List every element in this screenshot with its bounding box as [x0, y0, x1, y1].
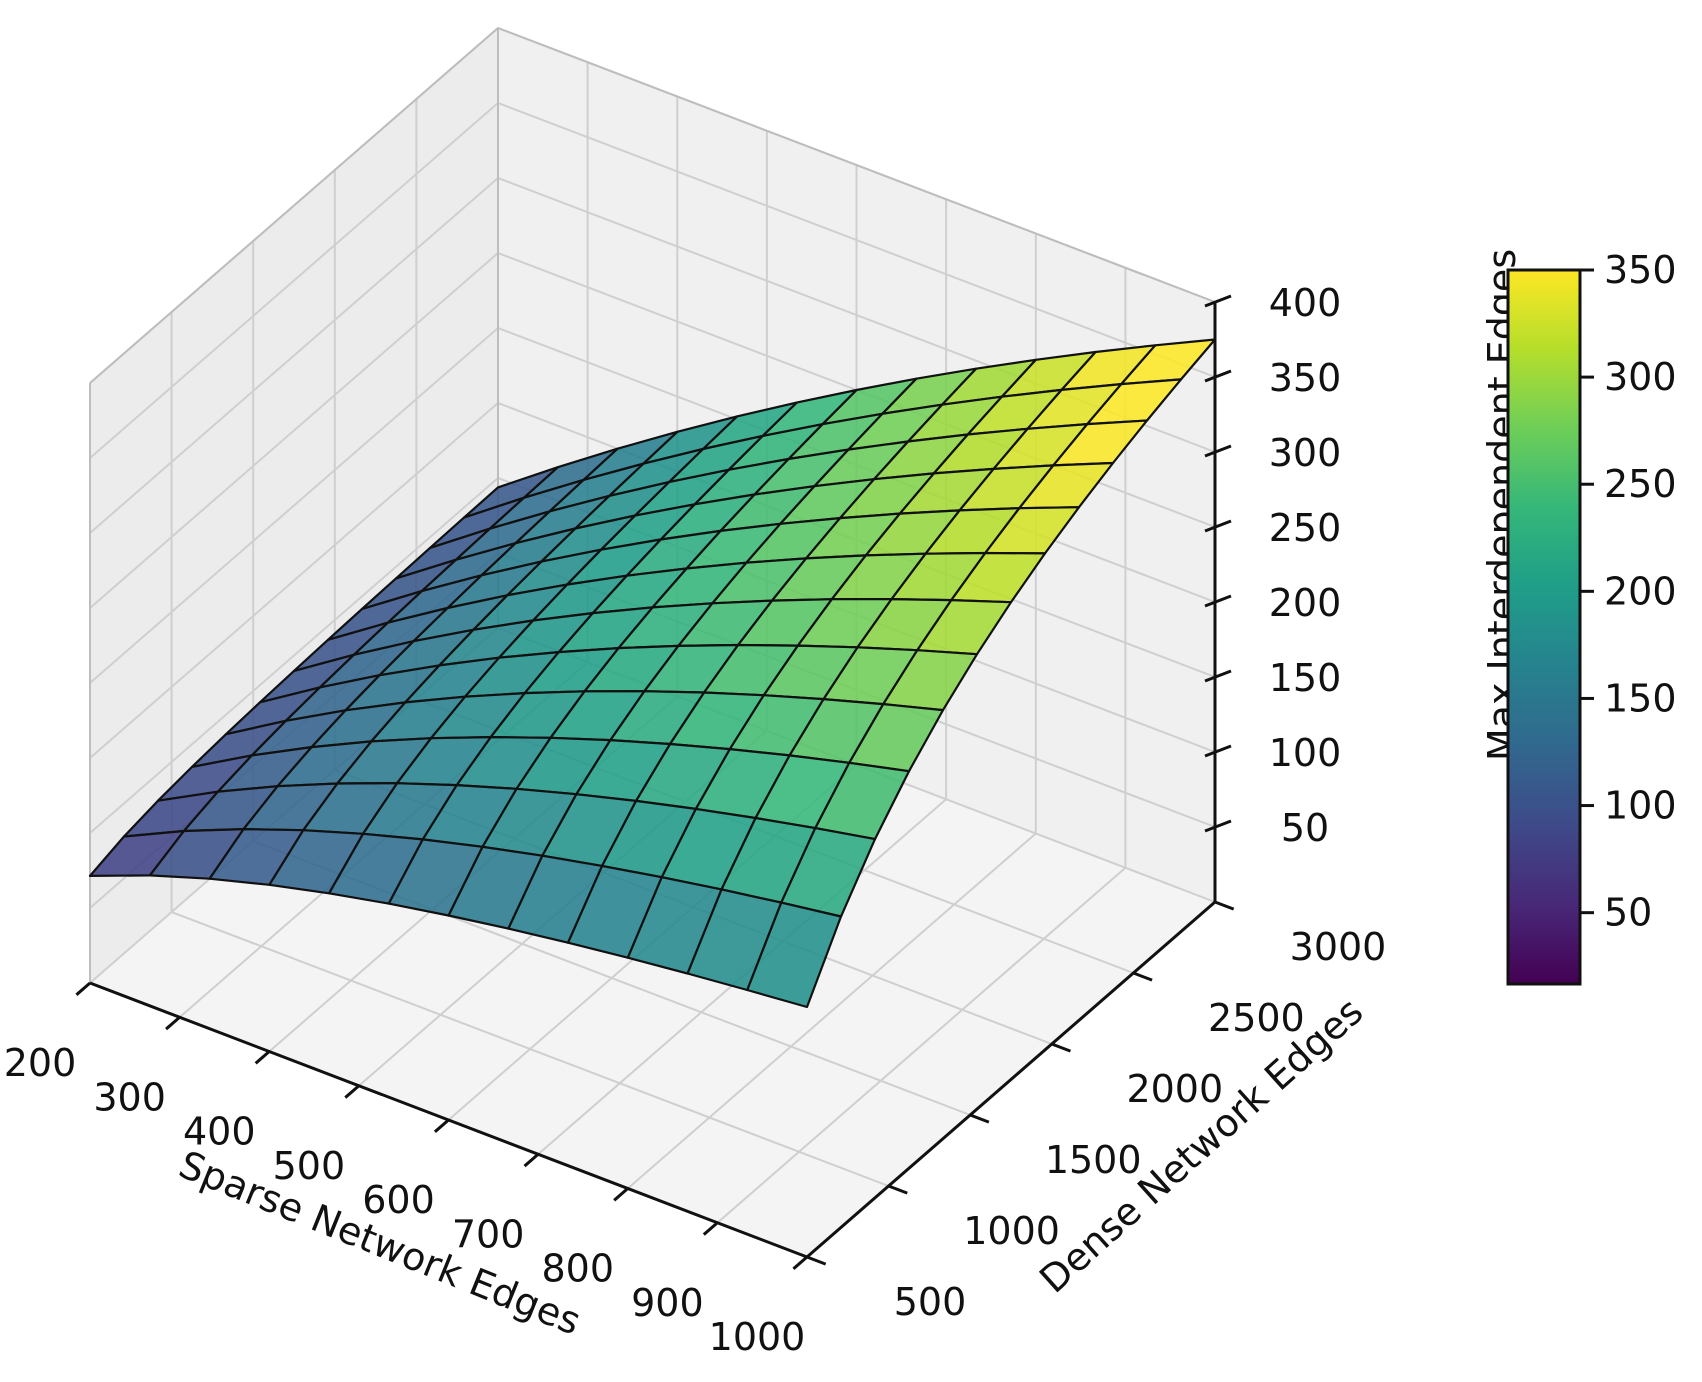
- z-tick-mark: [1204, 444, 1232, 458]
- axis-ticks: 2003004005006007008009001000500100015002…: [4, 281, 1387, 1359]
- x-tick-label: 500: [273, 1144, 346, 1188]
- y-tick-label: 3000: [1290, 925, 1387, 969]
- y-tick-mark: [1051, 1042, 1072, 1053]
- x-tick-mark: [613, 1187, 629, 1202]
- z-tick-label: 400: [1269, 281, 1342, 325]
- x-tick-label: 1000: [709, 1315, 806, 1359]
- z-tick-label: 350: [1269, 356, 1342, 400]
- pane-edge: [497, 27, 1216, 303]
- x-tick-mark: [344, 1084, 360, 1099]
- y-tick-label: 1500: [1045, 1138, 1142, 1182]
- z-tick-mark: [1204, 819, 1232, 833]
- z-tick-mark: [1204, 669, 1232, 683]
- colorbar-tick-label: 250: [1604, 462, 1677, 506]
- colorbar-tick-label: 200: [1604, 569, 1677, 613]
- y-gridline: [170, 312, 889, 1187]
- x-tick-mark: [702, 1221, 719, 1236]
- x-tick-mark: [165, 1016, 181, 1031]
- x-tick-label: 200: [4, 1041, 77, 1085]
- colorbar-tick-label: 150: [1604, 676, 1677, 720]
- z-tick-label: 50: [1281, 806, 1329, 850]
- z-tick-mark: [1204, 294, 1232, 308]
- z-tick-mark: [1204, 369, 1232, 383]
- z-tick-label: 150: [1269, 656, 1342, 700]
- z-tick-label: 100: [1269, 731, 1342, 775]
- x-tick-label: 300: [93, 1075, 166, 1119]
- x-tick-label: 600: [362, 1178, 435, 1222]
- x-tick-mark: [254, 1050, 271, 1065]
- z-tick-mark: [1204, 519, 1232, 533]
- x-tick-label: 900: [631, 1281, 704, 1325]
- x-tick-label: 700: [452, 1212, 525, 1256]
- x-tick-label: 800: [541, 1247, 614, 1291]
- colorbar-gradient: [1506, 268, 1582, 986]
- y-tick-mark: [969, 1113, 990, 1124]
- surface-mesh: [88, 338, 1217, 1009]
- x-tick-mark: [75, 981, 91, 996]
- surface-cell: [88, 829, 185, 878]
- y-tick-label: 2500: [1208, 996, 1305, 1040]
- colorbar: 50 100 150 200 250 300 350: [1506, 248, 1677, 986]
- y-tick-label: 500: [894, 1280, 967, 1324]
- x-tick-mark: [792, 1255, 808, 1270]
- colorbar-tick-label: 300: [1604, 355, 1677, 399]
- z-tick-label: 300: [1269, 431, 1342, 475]
- y-tick-label: 2000: [1126, 1067, 1223, 1111]
- colorbar-tick-label: 50: [1604, 891, 1652, 935]
- x-tick-mark: [523, 1153, 540, 1168]
- x-tick-label: 400: [183, 1110, 256, 1154]
- z-tick-mark: [1204, 594, 1232, 608]
- z-tick-label: 200: [1269, 581, 1342, 625]
- z-tick-mark: [1204, 744, 1232, 758]
- colorbar-tick-label: 350: [1604, 248, 1677, 292]
- x-axis-title: Sparse Network Edges: [173, 1142, 587, 1343]
- z-tick-label: 250: [1269, 506, 1342, 550]
- y-tick-mark: [888, 1184, 908, 1195]
- colorbar-tick-label: 100: [1604, 784, 1677, 828]
- y-tick-mark: [1132, 971, 1153, 982]
- y-tick-mark: [1214, 900, 1235, 911]
- pane-edge: [89, 27, 499, 384]
- y-tick-label: 1000: [963, 1209, 1060, 1253]
- x-tick-mark: [433, 1118, 450, 1133]
- y-axis-line: [806, 900, 1216, 1259]
- y-tick-mark: [806, 1255, 827, 1266]
